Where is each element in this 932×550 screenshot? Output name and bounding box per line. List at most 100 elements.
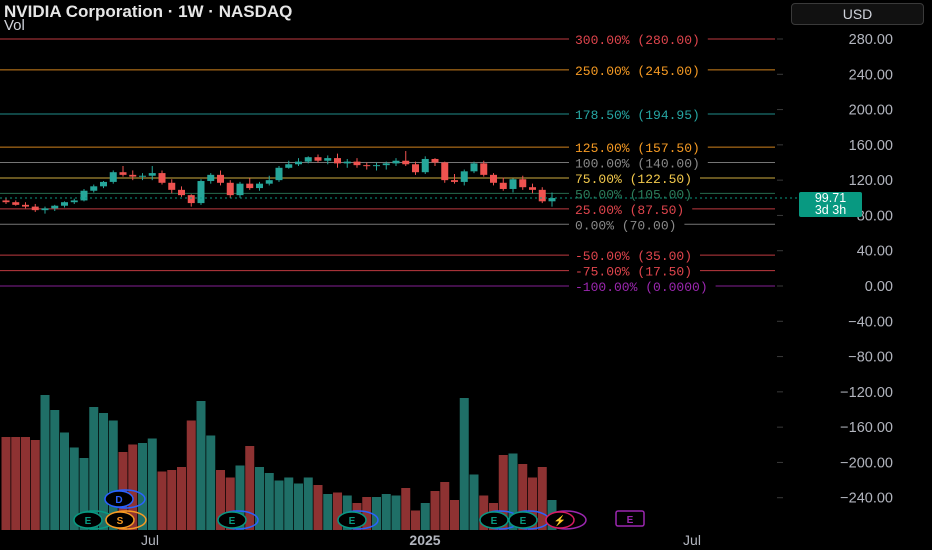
candle-body (2, 200, 10, 203)
candle-body (441, 162, 449, 181)
volume-bar (528, 477, 537, 530)
y-axis-tick-label: 80.00 (857, 208, 893, 224)
event-badge-letter: D (115, 495, 122, 506)
fib-level-label: 178.50% (194.95) (575, 108, 700, 123)
volume-bar (469, 474, 479, 530)
fib-level-label: 250.00% (245.00) (575, 64, 700, 79)
fib-level-label: -100.00% (0.0000) (575, 280, 708, 295)
candle-body (421, 158, 429, 173)
volume-bar (40, 395, 50, 530)
volume-bar (440, 482, 450, 530)
event-badge: S (105, 510, 147, 530)
event-badge-letter: E (229, 516, 236, 527)
y-axis-tick-label: −120.00 (840, 385, 893, 401)
volume-bar (50, 410, 60, 530)
candle-body (41, 208, 49, 211)
event-badge: D (104, 489, 146, 509)
volume-bar (450, 500, 459, 530)
candle-body (197, 181, 205, 204)
candle-body (168, 182, 176, 190)
y-axis-tick-label: −240.00 (840, 491, 893, 507)
volume-bar (430, 491, 440, 530)
fib-label-bg (569, 154, 708, 170)
fib-level-label: 75.00% (122.50) (575, 172, 692, 187)
fib-label-bg (569, 216, 685, 232)
volume-bar (303, 477, 313, 530)
candle-body (109, 172, 117, 182)
fib-label-bg (569, 200, 693, 216)
event-badge-letter: ⚡ (554, 514, 566, 527)
fib-level-label: 25.00% (87.50) (575, 203, 684, 218)
event-badge-frame (217, 511, 247, 529)
volume-bar (274, 480, 284, 530)
volume-bar (401, 488, 411, 530)
volume-bar (459, 398, 469, 530)
candle-body (90, 186, 98, 191)
candle-body (61, 202, 68, 206)
volume-bar (69, 447, 79, 530)
candle-body (70, 200, 78, 203)
volume-label: Vol (4, 17, 25, 34)
volume-bar (313, 485, 323, 530)
fib-label-bg (569, 185, 700, 201)
event-badge-frame (104, 490, 134, 508)
volume-bar (225, 477, 235, 530)
candle-body (80, 190, 88, 201)
candle-body (499, 182, 507, 189)
y-axis-tick-label: 0.00 (865, 279, 893, 295)
volume-bar (167, 470, 177, 530)
volume-bar (518, 464, 528, 530)
y-axis-tick-label: −160.00 (840, 420, 893, 436)
candle-body (529, 187, 536, 190)
volume-bar (11, 437, 21, 530)
volume-bar (537, 467, 547, 530)
volume-bar (177, 467, 186, 530)
event-badge: E (508, 510, 550, 530)
candle-body (275, 167, 283, 181)
candle-body (460, 171, 468, 182)
candle-body (314, 157, 322, 161)
event-badge-frame (479, 511, 509, 529)
candle-body (187, 195, 195, 204)
volume-bar (411, 510, 420, 530)
volume-bar (245, 446, 255, 530)
fib-level-label: -50.00% (35.00) (575, 249, 692, 264)
volume-bar (479, 495, 489, 530)
candle-body (256, 183, 263, 189)
volume-bar (157, 471, 167, 530)
y-axis-tick-label: −40.00 (848, 314, 893, 330)
y-axis-tick-label: 40.00 (857, 244, 893, 260)
candle-body (324, 158, 332, 161)
candle-body (178, 189, 185, 196)
y-axis-tick-label: 280.00 (849, 32, 893, 48)
last-price: 99.71 (814, 191, 847, 205)
event-badge: E (73, 510, 115, 530)
volume-bar (255, 467, 264, 530)
candle-body (343, 161, 351, 164)
volume-bar (508, 453, 518, 530)
candle-body (470, 163, 478, 172)
event-badge: E (217, 510, 259, 530)
candle-body (31, 206, 39, 211)
candle-body (148, 173, 156, 176)
fib-level-label: 100.00% (140.00) (575, 157, 700, 172)
candle-body (100, 181, 107, 187)
candle-body (12, 202, 20, 205)
y-axis-tick-label: 240.00 (849, 67, 893, 83)
y-axis-tick-label: 120.00 (849, 173, 893, 189)
event-badge-frame (615, 510, 645, 527)
candle-body (538, 189, 546, 202)
event-badge-letter: E (85, 516, 92, 527)
volume-bar (216, 470, 225, 530)
volume-bar (89, 407, 99, 530)
fib-label-bg (569, 106, 708, 122)
currency-button[interactable]: USD (791, 3, 924, 25)
candle-body (490, 174, 497, 183)
y-axis-tick-label: −200.00 (840, 455, 893, 471)
fib-level-label: 125.00% (157.50) (575, 141, 700, 156)
event-badge-letter: S (117, 516, 124, 527)
volume-bar (186, 420, 196, 530)
candle-body (226, 182, 234, 196)
fib-label-bg (569, 278, 716, 293)
